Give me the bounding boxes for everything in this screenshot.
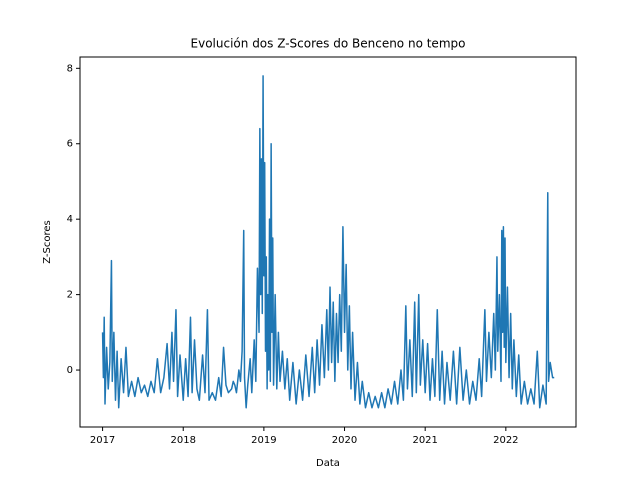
x-tick-label: 2020 (332, 435, 357, 446)
y-tick-label: 4 (67, 214, 73, 225)
y-tick-label: 0 (67, 365, 73, 376)
chart-title: Evolución dos Z-Scores do Benceno no tem… (191, 37, 466, 51)
y-axis-label: Z-Scores (42, 220, 53, 264)
x-tick-label: 2017 (90, 435, 115, 446)
y-tick-label: 6 (67, 139, 73, 150)
x-tick-label: 2019 (251, 435, 276, 446)
x-axis-label: Data (316, 458, 340, 469)
y-tick-label: 8 (67, 63, 73, 74)
x-tick-label: 2021 (412, 435, 437, 446)
plot-frame (79, 56, 577, 428)
x-tick-label: 2022 (493, 435, 518, 446)
data-line (101, 75, 555, 409)
y-tick-label: 2 (67, 290, 73, 301)
x-tick-label: 2018 (171, 435, 196, 446)
